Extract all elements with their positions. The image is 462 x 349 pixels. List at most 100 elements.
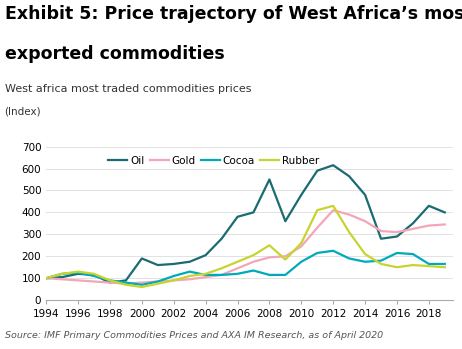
Cocoa	[123, 281, 129, 285]
Rubber	[235, 260, 240, 264]
Rubber	[251, 253, 256, 257]
Rubber	[219, 266, 225, 270]
Oil	[91, 273, 97, 277]
Rubber	[75, 269, 81, 274]
Gold	[426, 223, 432, 228]
Text: Exhibit 5: Price trajectory of West Africa’s most: Exhibit 5: Price trajectory of West Afri…	[5, 5, 462, 23]
Oil	[155, 263, 161, 267]
Gold	[43, 276, 49, 280]
Cocoa	[43, 276, 49, 280]
Gold	[362, 219, 368, 223]
Gold	[75, 278, 81, 282]
Cocoa	[91, 274, 97, 278]
Gold	[203, 275, 208, 279]
Text: (Index): (Index)	[5, 106, 41, 117]
Oil	[378, 237, 384, 241]
Cocoa	[394, 251, 400, 255]
Gold	[315, 226, 320, 230]
Cocoa	[60, 272, 65, 276]
Rubber	[426, 264, 432, 268]
Oil	[75, 272, 81, 276]
Rubber	[139, 285, 145, 289]
Cocoa	[187, 269, 193, 274]
Gold	[60, 277, 65, 281]
Oil	[330, 163, 336, 167]
Oil	[235, 215, 240, 219]
Gold	[330, 208, 336, 212]
Oil	[410, 221, 416, 225]
Gold	[442, 222, 448, 227]
Rubber	[267, 243, 272, 247]
Oil	[219, 237, 225, 241]
Rubber	[362, 252, 368, 256]
Cocoa	[283, 273, 288, 277]
Oil	[267, 177, 272, 181]
Cocoa	[426, 262, 432, 266]
Rubber	[91, 272, 97, 276]
Gold	[267, 255, 272, 259]
Gold	[378, 229, 384, 233]
Gold	[187, 277, 193, 281]
Line: Cocoa: Cocoa	[46, 251, 445, 285]
Oil	[107, 281, 113, 285]
Cocoa	[251, 268, 256, 273]
Rubber	[315, 208, 320, 212]
Gold	[171, 278, 176, 282]
Oil	[362, 193, 368, 197]
Rubber	[442, 265, 448, 269]
Cocoa	[315, 251, 320, 255]
Cocoa	[298, 260, 304, 264]
Gold	[283, 254, 288, 258]
Cocoa	[410, 252, 416, 256]
Line: Gold: Gold	[46, 210, 445, 284]
Oil	[346, 174, 352, 178]
Gold	[139, 281, 145, 285]
Text: exported commodities: exported commodities	[5, 45, 225, 64]
Rubber	[410, 263, 416, 267]
Gold	[346, 213, 352, 217]
Gold	[394, 230, 400, 234]
Rubber	[187, 274, 193, 278]
Rubber	[60, 272, 65, 276]
Cocoa	[378, 259, 384, 263]
Line: Rubber: Rubber	[46, 206, 445, 287]
Rubber	[155, 282, 161, 286]
Gold	[155, 280, 161, 284]
Rubber	[394, 265, 400, 269]
Rubber	[330, 204, 336, 208]
Gold	[410, 227, 416, 231]
Oil	[43, 276, 49, 280]
Oil	[123, 278, 129, 282]
Gold	[107, 281, 113, 285]
Cocoa	[155, 280, 161, 284]
Cocoa	[203, 273, 208, 277]
Oil	[283, 219, 288, 223]
Legend: Oil, Gold, Cocoa, Rubber: Oil, Gold, Cocoa, Rubber	[104, 152, 323, 170]
Rubber	[378, 262, 384, 266]
Cocoa	[267, 273, 272, 277]
Cocoa	[171, 274, 176, 278]
Cocoa	[75, 270, 81, 275]
Text: West africa most traded commodities prices: West africa most traded commodities pric…	[5, 84, 251, 94]
Cocoa	[442, 262, 448, 266]
Cocoa	[107, 278, 113, 282]
Rubber	[123, 283, 129, 287]
Gold	[298, 244, 304, 248]
Rubber	[203, 272, 208, 276]
Cocoa	[139, 283, 145, 287]
Oil	[187, 260, 193, 264]
Rubber	[107, 278, 113, 282]
Rubber	[346, 230, 352, 234]
Gold	[219, 273, 225, 277]
Oil	[426, 204, 432, 208]
Gold	[123, 282, 129, 286]
Rubber	[43, 276, 49, 280]
Oil	[203, 253, 208, 257]
Oil	[139, 257, 145, 261]
Rubber	[298, 241, 304, 245]
Oil	[298, 193, 304, 197]
Gold	[251, 260, 256, 264]
Oil	[60, 275, 65, 279]
Rubber	[283, 258, 288, 262]
Gold	[235, 266, 240, 270]
